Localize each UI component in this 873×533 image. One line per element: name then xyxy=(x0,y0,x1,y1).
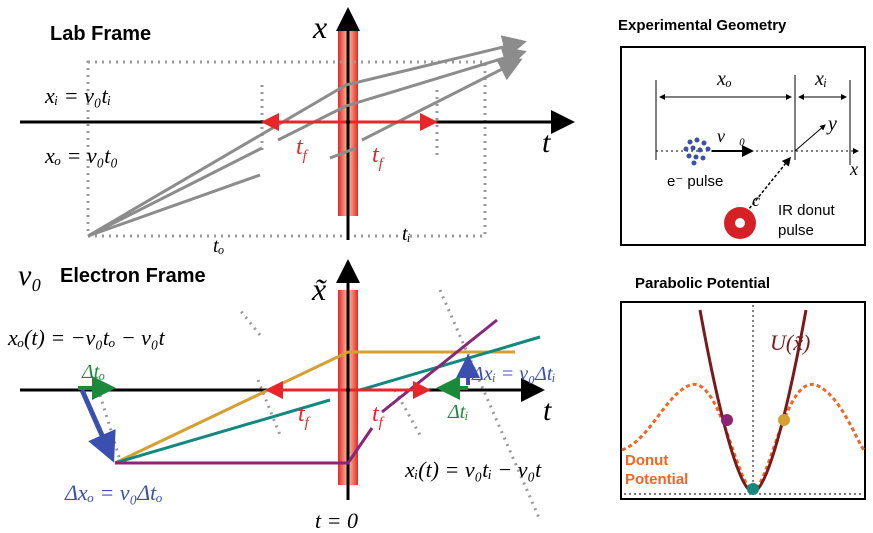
title-symbol: v₀ xyxy=(18,259,42,292)
e-pulse-label: e⁻ pulse xyxy=(667,173,723,190)
trajectory xyxy=(87,60,520,238)
dto-label: Δtₒ xyxy=(81,361,105,383)
equation: xᵢ(t) = v₀tᵢ − v₀t xyxy=(404,457,542,482)
tf-label: tf xyxy=(298,401,311,431)
trajectory-teal xyxy=(114,335,541,465)
geometry-panel: Experimental Geometry xₒ xᵢ v⃗₀ y x e⁻ p… xyxy=(618,17,866,246)
trajectory xyxy=(87,52,524,238)
to-label: tₒ xyxy=(213,235,225,257)
particle xyxy=(778,414,790,426)
axis-label: x xyxy=(312,9,327,45)
tf-label: tf xyxy=(296,134,309,164)
y-label: y xyxy=(826,113,837,135)
donut-hole xyxy=(735,218,745,228)
u-label: U(x̃) xyxy=(770,330,810,355)
donut-label: Potential xyxy=(625,471,688,488)
trajectory xyxy=(87,35,527,238)
trajectory-purple xyxy=(115,318,498,465)
axis-label: x̃ xyxy=(311,271,327,307)
dxo-arrow xyxy=(79,388,116,463)
t-zero: t = 0 xyxy=(315,508,358,533)
equation: xₒ(t) = −v₀tₒ − v₀t xyxy=(7,325,166,350)
y-direction xyxy=(794,124,826,152)
xo-label: xₒ xyxy=(716,68,732,90)
dotted-box xyxy=(86,60,487,238)
v0-label: v⃗₀ xyxy=(717,126,745,146)
electron-pulse xyxy=(683,137,711,166)
dotted-line xyxy=(238,309,262,336)
potential-panel: Parabolic Potential U(x̃) Donut Potentia… xyxy=(620,275,866,500)
panel-box xyxy=(620,46,866,246)
dti-label: Δtᵢ xyxy=(447,401,468,423)
title: Experimental Geometry xyxy=(618,17,787,34)
donut-label: Donut xyxy=(625,452,668,469)
c-label: c xyxy=(752,190,760,210)
particle xyxy=(747,483,759,495)
equation: xₒ = v₀t₀ xyxy=(44,143,118,168)
dotted-line xyxy=(256,379,282,436)
axis-label: t xyxy=(542,126,551,159)
tf-label: tf xyxy=(372,142,385,172)
dotted-line xyxy=(98,394,122,461)
tf-label: tf xyxy=(372,401,385,431)
electron-frame: v₀ Electron Frame x̃ t xₒ(t) = −v₀tₒ − v… xyxy=(7,259,556,533)
panel-box xyxy=(620,301,866,500)
c-arrow xyxy=(739,156,791,221)
lab-frame: Lab Frame x t xᵢ = v₀tᵢ xₒ = v₀t₀ tf tf … xyxy=(20,7,575,257)
particle xyxy=(721,414,733,426)
ti-label: tᵢ xyxy=(402,223,411,245)
dxi-label: Δxᵢ = v₀Δtᵢ xyxy=(471,363,556,385)
ir-label: IR donut xyxy=(778,202,836,219)
title: Parabolic Potential xyxy=(635,275,770,292)
axis-label: t xyxy=(543,394,552,427)
equation: Δxₒ = v₀Δtₒ xyxy=(64,480,163,505)
ir-label: pulse xyxy=(778,222,814,239)
x-label: x xyxy=(849,159,858,179)
xi-label: xᵢ xyxy=(814,68,827,90)
title: Lab Frame xyxy=(50,23,151,45)
equation: xᵢ = v₀tᵢ xyxy=(44,83,111,108)
title: Electron Frame xyxy=(60,265,206,287)
